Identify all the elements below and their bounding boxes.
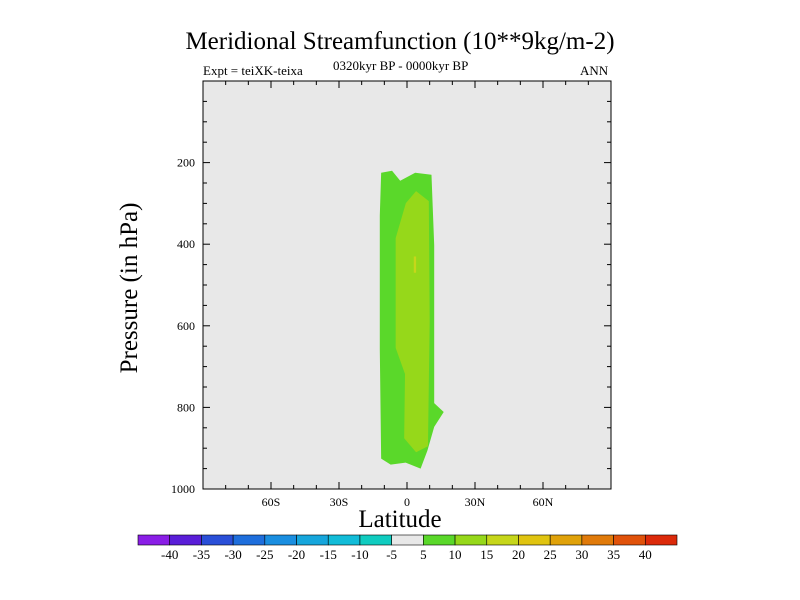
y-tick-label: 400 [177,237,195,251]
x-tick-label: 60S [262,495,281,509]
contour-region-3 [413,256,417,273]
plot-frame [202,80,612,490]
contour-regions [379,170,444,469]
season-label: ANN [580,63,609,78]
axis-ticks: 60S 30S 0 30N 60N 200 400 600 800 1000 [171,81,611,509]
y-tick-label: 200 [177,156,195,170]
y-tick-label: 800 [177,400,195,414]
y-tick-label: 1000 [171,482,195,496]
contour-region-2 [395,191,430,453]
x-tick-label: 60N [533,495,554,509]
chart-title: Meridional Streamfunction (10**9kg/m-2) [185,28,615,55]
period-label: 0320kyr BP - 0000kyr BP [333,58,469,73]
x-axis-label: Latitude [358,506,442,533]
x-tick-label: 30S [330,495,349,509]
experiment-label: Expt = teiXK-teixa [203,63,303,78]
y-axis-label: Pressure (in hPa) [116,202,143,374]
y-tick-label: 600 [177,319,195,333]
x-tick-label: 30N [465,495,486,509]
x-tick-label: 0 [404,495,410,509]
